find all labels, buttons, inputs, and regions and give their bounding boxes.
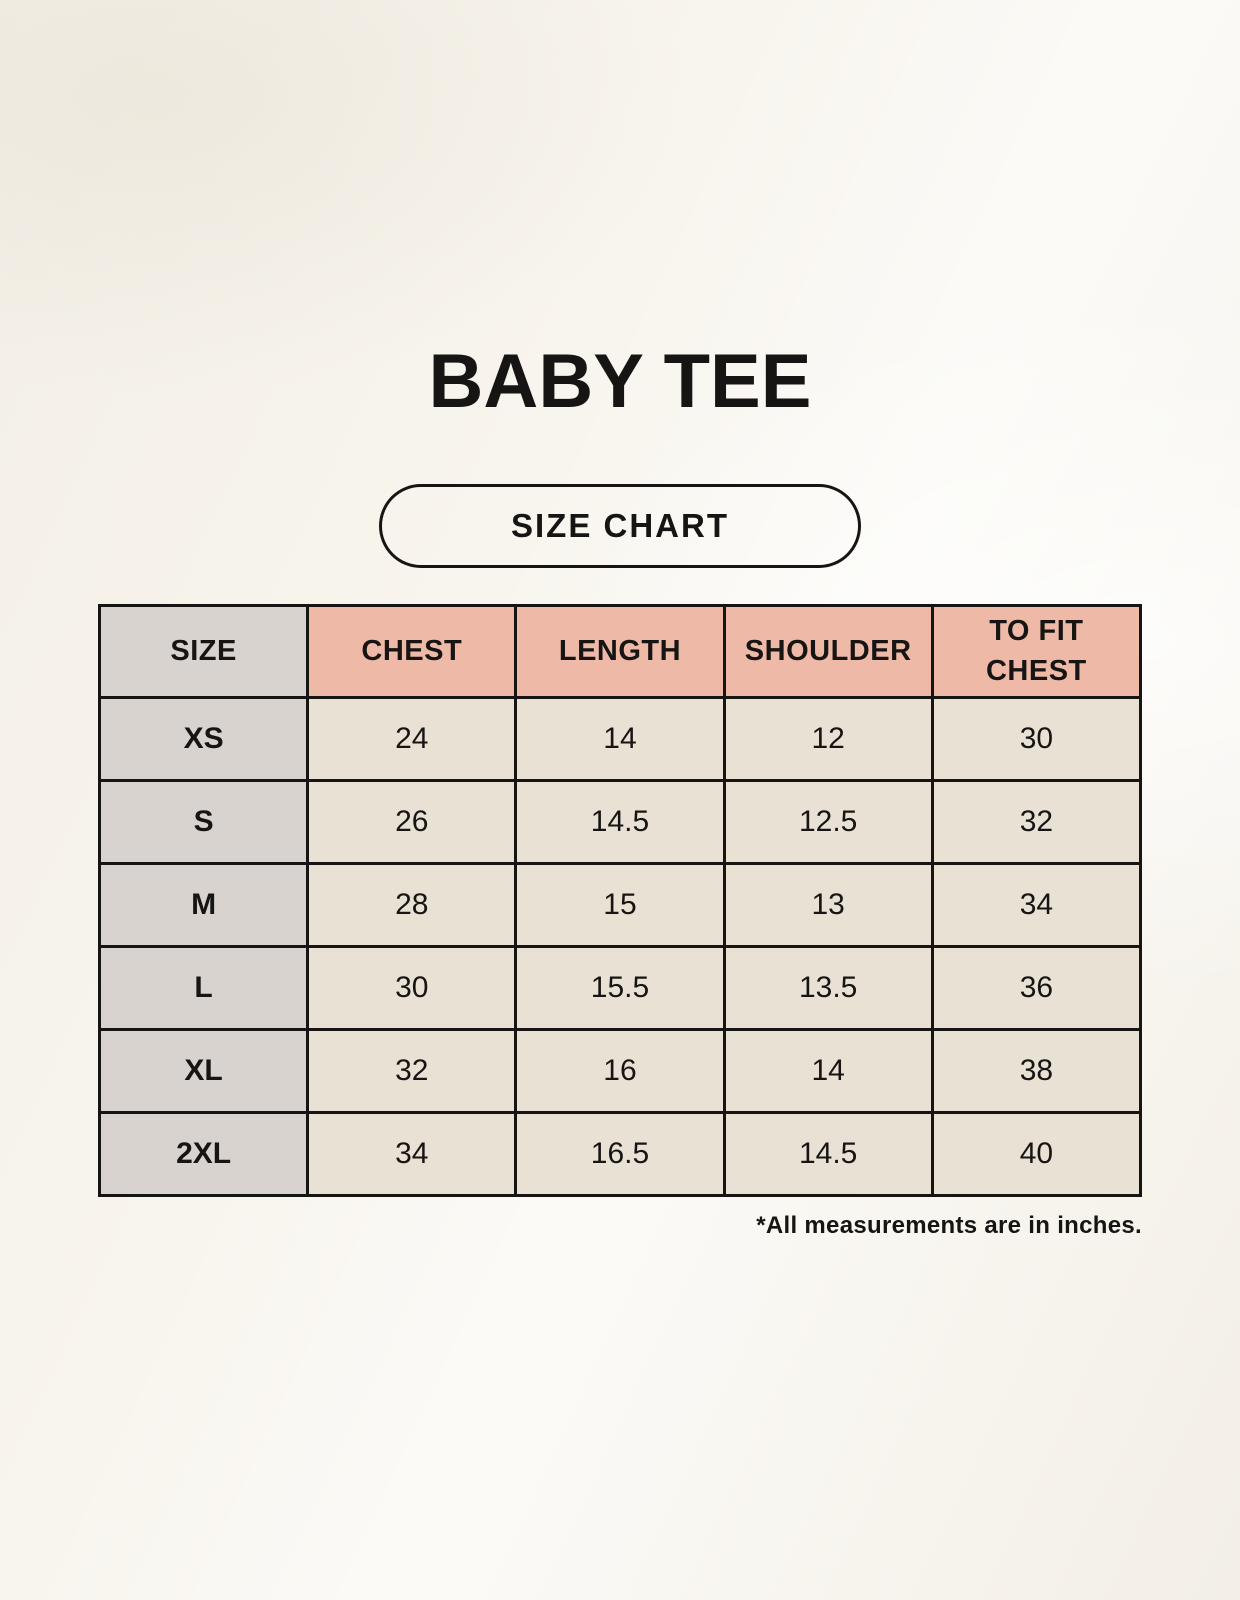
- chest-cell: 26: [306, 779, 518, 865]
- chest-cell: 24: [306, 696, 518, 782]
- chest-cell: 30: [306, 945, 518, 1031]
- column-header-shoulder: SHOULDER: [722, 604, 934, 699]
- shoulder-cell: 12: [722, 696, 934, 782]
- size-cell: 2XL: [97, 1111, 310, 1197]
- chest-cell: 34: [306, 1111, 518, 1197]
- length-cell: 16: [514, 1028, 726, 1114]
- page-title: BABY TEE: [428, 339, 812, 424]
- column-header-to-fit-chest: TO FIT CHEST: [930, 604, 1143, 699]
- size-table: SIZE CHEST LENGTH SHOULDER TO FIT CHEST …: [97, 604, 1143, 1197]
- size-cell: S: [97, 779, 310, 865]
- size-chart-button-label: SIZE CHART: [511, 507, 729, 544]
- shoulder-cell: 13: [722, 862, 934, 948]
- size-cell: XL: [97, 1028, 310, 1114]
- length-cell: 16.5: [514, 1111, 726, 1197]
- chest-cell: 32: [306, 1028, 518, 1114]
- to-fit-chest-cell: 40: [930, 1111, 1143, 1197]
- shoulder-cell: 12.5: [722, 779, 934, 865]
- column-header-to-fit-chest-label: TO FIT CHEST: [985, 615, 1087, 687]
- measurements-note: *All measurements are in inches.: [756, 1212, 1142, 1239]
- length-cell: 14: [514, 696, 726, 782]
- table-header-row: SIZE CHEST LENGTH SHOULDER TO FIT CHEST: [97, 604, 1143, 699]
- column-header-size: SIZE: [97, 604, 310, 699]
- length-cell: 15: [514, 862, 726, 948]
- to-fit-chest-cell: 32: [930, 779, 1143, 865]
- chest-cell: 28: [306, 862, 518, 948]
- column-header-length: LENGTH: [514, 604, 726, 699]
- size-cell: L: [97, 945, 310, 1031]
- length-cell: 14.5: [514, 779, 726, 865]
- to-fit-chest-cell: 34: [930, 862, 1143, 948]
- size-cell: XS: [97, 696, 310, 782]
- to-fit-chest-cell: 38: [930, 1028, 1143, 1114]
- table-row-m: M 28 15 13 34: [97, 862, 1143, 948]
- table-row-l: L 30 15.5 13.5 36: [97, 945, 1143, 1031]
- shoulder-cell: 14: [722, 1028, 934, 1114]
- shoulder-cell: 14.5: [722, 1111, 934, 1197]
- table-row-xl: XL 32 16 14 38: [97, 1028, 1143, 1114]
- size-chart-button[interactable]: SIZE CHART: [379, 484, 861, 568]
- column-header-chest: CHEST: [306, 604, 518, 699]
- to-fit-chest-cell: 30: [930, 696, 1143, 782]
- shoulder-cell: 13.5: [722, 945, 934, 1031]
- size-chart-button-wrap: SIZE CHART: [0, 484, 1240, 568]
- length-cell: 15.5: [514, 945, 726, 1031]
- size-cell: M: [97, 862, 310, 948]
- table-row-xs: XS 24 14 12 30: [97, 696, 1143, 782]
- table-row-2xl: 2XL 34 16.5 14.5 40: [97, 1111, 1143, 1197]
- to-fit-chest-cell: 36: [930, 945, 1143, 1031]
- table-row-s: S 26 14.5 12.5 32: [97, 779, 1143, 865]
